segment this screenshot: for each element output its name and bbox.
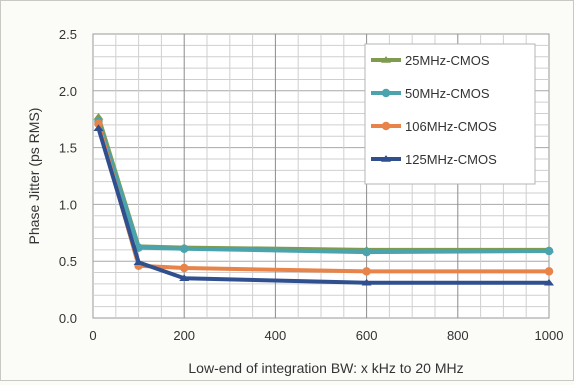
x-tick-labels: 0 200 400 600 800 1000 bbox=[89, 328, 563, 343]
data-point bbox=[179, 263, 189, 273]
data-point bbox=[179, 244, 189, 253]
legend-label: 106MHz-CMOS bbox=[405, 119, 497, 134]
data-point bbox=[361, 278, 372, 286]
y-axis-title: Phase Jitter (ps RMS) bbox=[26, 108, 42, 245]
data-point bbox=[133, 258, 144, 266]
legend-item: 106MHz-CMOS bbox=[371, 119, 497, 134]
x-tick-label: 0 bbox=[89, 328, 96, 343]
legend-label: 25MHz-CMOS bbox=[405, 53, 490, 68]
legend-marker bbox=[381, 88, 391, 98]
series-125MHz-CMOS bbox=[93, 124, 554, 286]
y-tick-label: 2.5 bbox=[59, 27, 77, 42]
x-axis-title: Low-end of integration BW: x kHz to 20 M… bbox=[188, 360, 463, 376]
legend-item: 125MHz-CMOS bbox=[371, 152, 497, 167]
legend: 25MHz-CMOS 50MHz-CMOS 106MHz-CMOS 125MHz-CM… bbox=[364, 43, 536, 185]
data-point bbox=[93, 124, 104, 131]
legend-marker bbox=[381, 56, 391, 63]
data-point bbox=[544, 267, 554, 276]
data-point bbox=[544, 278, 554, 286]
legend-marker bbox=[381, 155, 391, 162]
y-tick-label: 2.0 bbox=[59, 84, 77, 99]
grid-lines bbox=[93, 34, 549, 318]
legend-label: 50MHz-CMOS bbox=[405, 86, 490, 101]
data-point bbox=[362, 267, 371, 276]
x-tick-label: 400 bbox=[265, 328, 287, 343]
data-point bbox=[93, 113, 104, 120]
x-tick-label: 1000 bbox=[535, 328, 564, 343]
x-tick-label: 200 bbox=[173, 328, 195, 343]
data-point bbox=[544, 246, 554, 256]
legend-marker bbox=[381, 121, 391, 131]
x-tick-label: 600 bbox=[356, 328, 378, 343]
data-point bbox=[94, 119, 103, 128]
series-group bbox=[93, 113, 554, 286]
data-point bbox=[179, 274, 190, 281]
y-tick-label: 1.0 bbox=[59, 197, 77, 212]
y-tick-label: 0.5 bbox=[59, 254, 77, 269]
series-50MHz-CMOS bbox=[94, 117, 554, 257]
legend-item: 50MHz-CMOS bbox=[371, 86, 490, 101]
y-tick-labels: 0.0 0.5 1.0 1.5 2.0 2.5 bbox=[59, 27, 77, 326]
y-tick-label: 0.0 bbox=[59, 311, 77, 326]
legend-label: 125MHz-CMOS bbox=[405, 152, 497, 167]
legend-item: 25MHz-CMOS bbox=[371, 53, 490, 68]
data-point bbox=[362, 247, 371, 257]
y-tick-label: 1.5 bbox=[59, 141, 77, 156]
x-tick-label: 800 bbox=[447, 328, 469, 343]
